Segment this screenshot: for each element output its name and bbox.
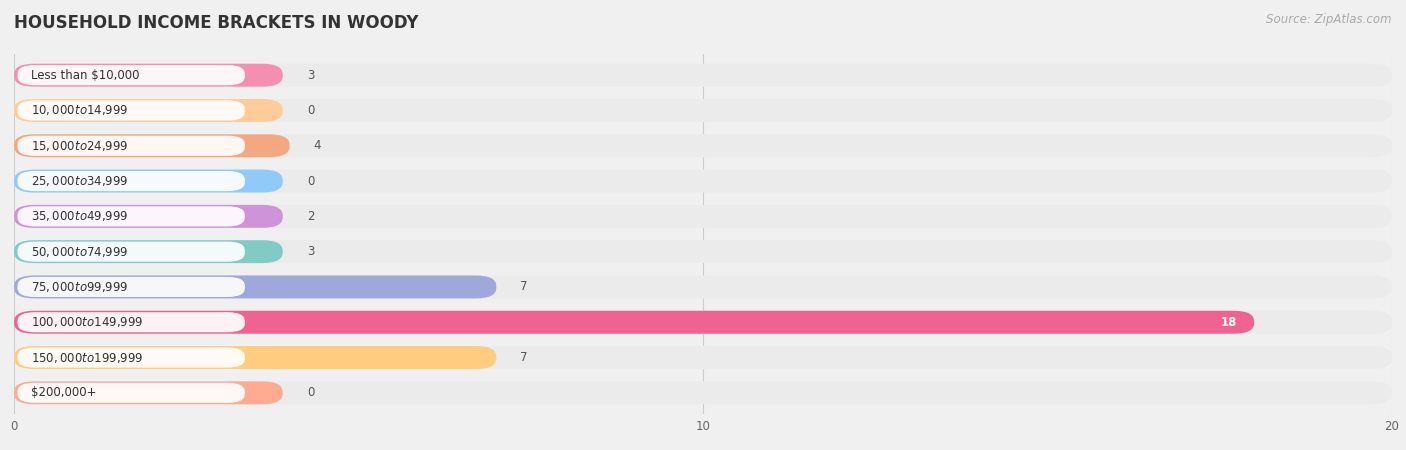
FancyBboxPatch shape	[17, 347, 245, 368]
Text: $25,000 to $34,999: $25,000 to $34,999	[31, 174, 129, 188]
FancyBboxPatch shape	[14, 346, 496, 369]
FancyBboxPatch shape	[17, 136, 245, 156]
FancyBboxPatch shape	[14, 134, 1392, 157]
FancyBboxPatch shape	[14, 311, 1392, 334]
Text: 7: 7	[520, 280, 527, 293]
FancyBboxPatch shape	[17, 277, 245, 297]
FancyBboxPatch shape	[17, 65, 245, 85]
FancyBboxPatch shape	[17, 100, 245, 121]
FancyBboxPatch shape	[14, 381, 1392, 404]
Text: 7: 7	[520, 351, 527, 364]
Text: 3: 3	[307, 69, 314, 82]
FancyBboxPatch shape	[14, 64, 283, 87]
Text: $200,000+: $200,000+	[31, 386, 97, 399]
FancyBboxPatch shape	[14, 381, 283, 404]
Text: Less than $10,000: Less than $10,000	[31, 69, 139, 82]
Text: 0: 0	[307, 175, 314, 188]
FancyBboxPatch shape	[17, 312, 245, 332]
Text: $10,000 to $14,999: $10,000 to $14,999	[31, 104, 129, 117]
Text: $15,000 to $24,999: $15,000 to $24,999	[31, 139, 129, 153]
FancyBboxPatch shape	[14, 205, 1392, 228]
FancyBboxPatch shape	[14, 240, 1392, 263]
FancyBboxPatch shape	[14, 170, 1392, 193]
FancyBboxPatch shape	[14, 240, 283, 263]
Text: $50,000 to $74,999: $50,000 to $74,999	[31, 245, 129, 259]
Text: $35,000 to $49,999: $35,000 to $49,999	[31, 209, 129, 223]
Text: Source: ZipAtlas.com: Source: ZipAtlas.com	[1267, 14, 1392, 27]
FancyBboxPatch shape	[14, 275, 496, 298]
Text: $150,000 to $199,999: $150,000 to $199,999	[31, 351, 143, 364]
FancyBboxPatch shape	[17, 383, 245, 403]
FancyBboxPatch shape	[17, 171, 245, 191]
Text: 0: 0	[307, 386, 314, 399]
Text: 18: 18	[1220, 316, 1237, 329]
FancyBboxPatch shape	[14, 205, 283, 228]
FancyBboxPatch shape	[17, 242, 245, 262]
Text: HOUSEHOLD INCOME BRACKETS IN WOODY: HOUSEHOLD INCOME BRACKETS IN WOODY	[14, 14, 419, 32]
Text: $100,000 to $149,999: $100,000 to $149,999	[31, 315, 143, 329]
FancyBboxPatch shape	[14, 99, 1392, 122]
Text: 3: 3	[307, 245, 314, 258]
FancyBboxPatch shape	[14, 346, 1392, 369]
FancyBboxPatch shape	[14, 170, 283, 193]
FancyBboxPatch shape	[14, 311, 1254, 334]
Text: 4: 4	[314, 139, 321, 152]
FancyBboxPatch shape	[14, 64, 1392, 87]
FancyBboxPatch shape	[14, 275, 1392, 298]
FancyBboxPatch shape	[17, 206, 245, 226]
FancyBboxPatch shape	[14, 134, 290, 157]
Text: 2: 2	[307, 210, 315, 223]
Text: $75,000 to $99,999: $75,000 to $99,999	[31, 280, 129, 294]
Text: 0: 0	[307, 104, 314, 117]
FancyBboxPatch shape	[14, 99, 283, 122]
